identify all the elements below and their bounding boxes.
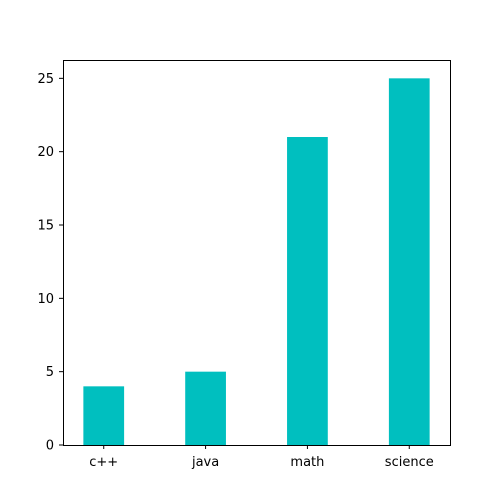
bar-science [388, 78, 430, 445]
x-tick-label: math [290, 455, 324, 470]
y-axis: 0 5 10 15 20 25 [37, 72, 63, 454]
x-axis: c++ java math science [89, 445, 434, 470]
bar-math [287, 137, 328, 445]
x-tick-label: c++ [89, 455, 118, 470]
bars-layer [83, 78, 430, 445]
y-tick-label: 15 [37, 219, 54, 234]
y-tick-label: 10 [37, 292, 54, 307]
bar-java [185, 371, 226, 445]
plot-frame [63, 60, 451, 446]
y-tick-label: 5 [46, 365, 54, 380]
y-tick-label: 0 [46, 439, 54, 454]
y-tick-label: 25 [37, 72, 54, 87]
x-tick-label: science [385, 455, 434, 470]
bar-c++ [83, 386, 125, 445]
y-tick-label: 20 [37, 145, 54, 160]
x-tick-label: java [191, 455, 219, 470]
